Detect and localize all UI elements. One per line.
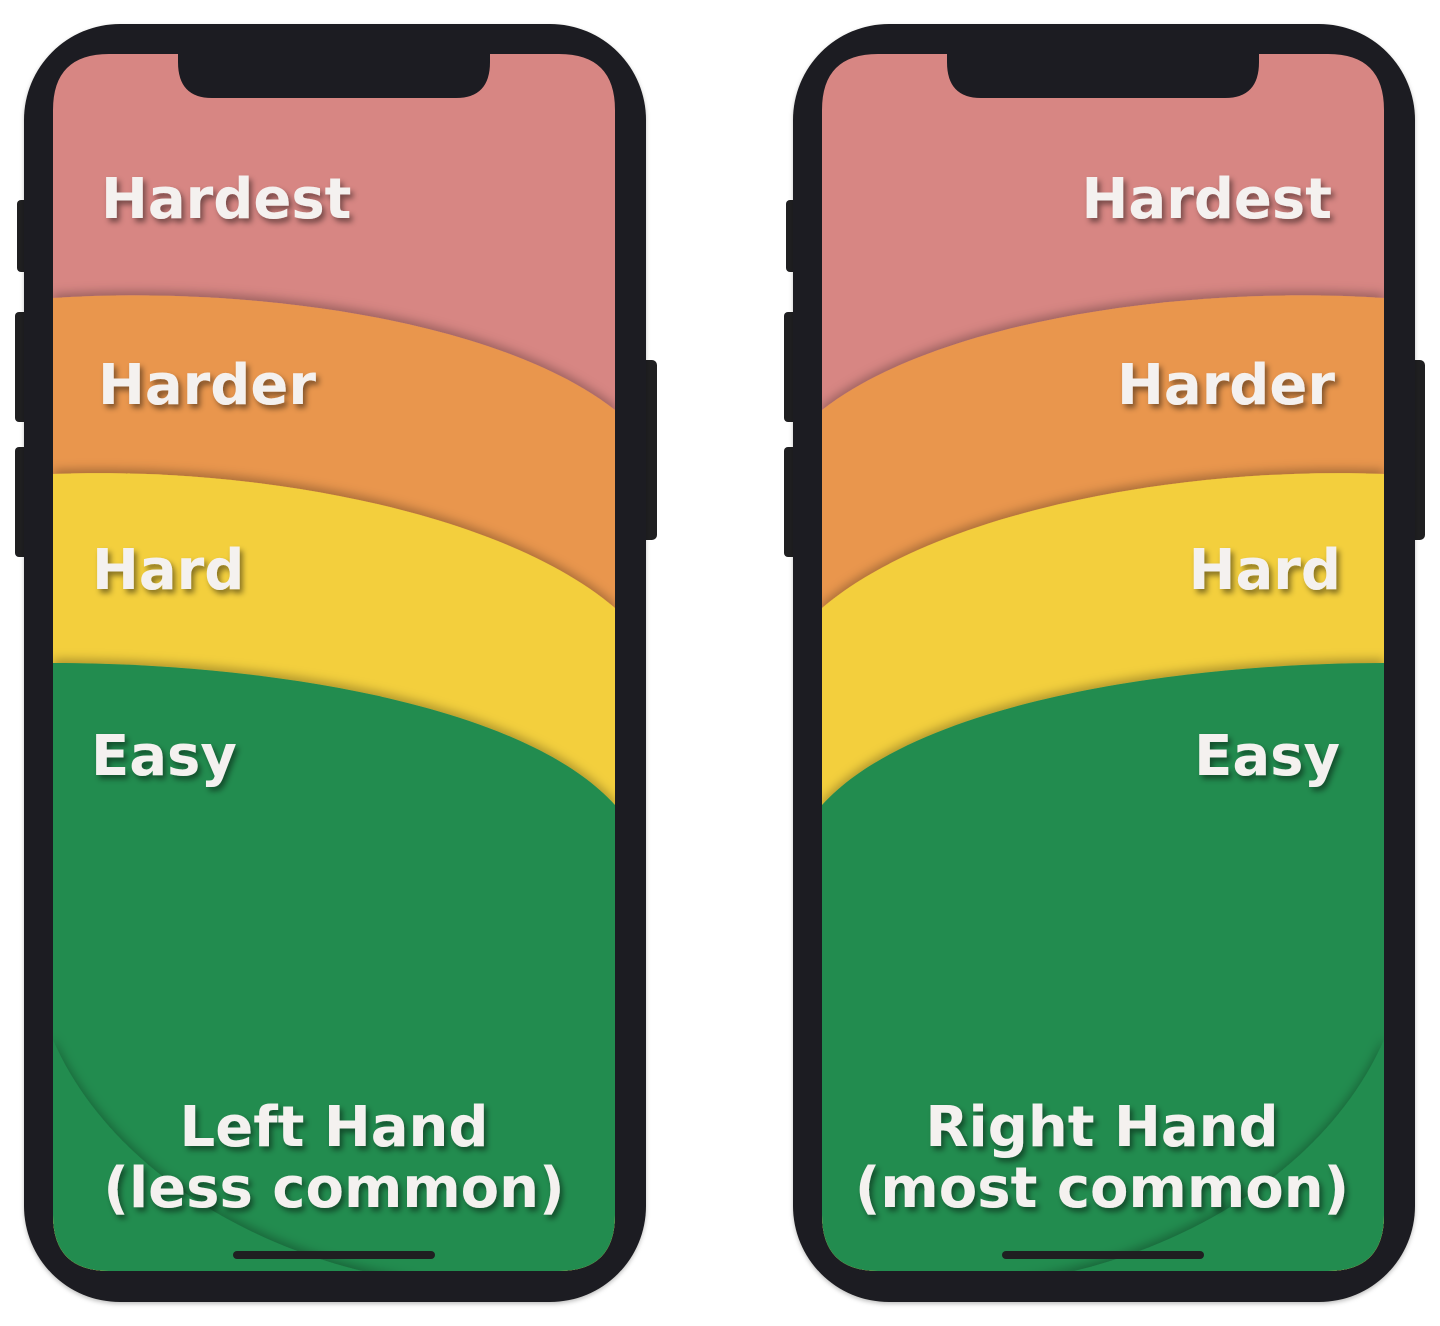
- label-harder: Harder: [1117, 353, 1335, 418]
- caption-line-2: (less common): [103, 1156, 564, 1221]
- zone-easy: [53, 663, 615, 1271]
- bottom-arc-easy: [1017, 1040, 1384, 1271]
- label-easy: Easy: [1194, 724, 1340, 789]
- label-easy: Easy: [91, 724, 237, 789]
- caption-line-1: Right Hand: [925, 1095, 1278, 1160]
- zone-easy: [822, 663, 1384, 1271]
- home-indicator: [233, 1251, 435, 1259]
- phone-right-hand: Hardest Harder Hard Easy Right Hand (mos…: [784, 24, 1425, 1302]
- label-hard: Hard: [92, 538, 244, 603]
- label-harder: Harder: [98, 353, 316, 418]
- phone-screen: [53, 54, 615, 1271]
- phone-screen: [822, 54, 1384, 1271]
- bottom-arc-easy: [53, 1040, 420, 1271]
- caption-line-2: (most common): [855, 1156, 1349, 1221]
- caption-line-1: Left Hand: [180, 1095, 489, 1160]
- home-indicator: [1002, 1251, 1204, 1259]
- label-hard: Hard: [1189, 538, 1341, 603]
- phone-left-hand: Hardest Harder Hard Easy Left Hand (less…: [15, 24, 657, 1302]
- label-hardest: Hardest: [101, 167, 351, 232]
- label-hardest: Hardest: [1082, 167, 1332, 232]
